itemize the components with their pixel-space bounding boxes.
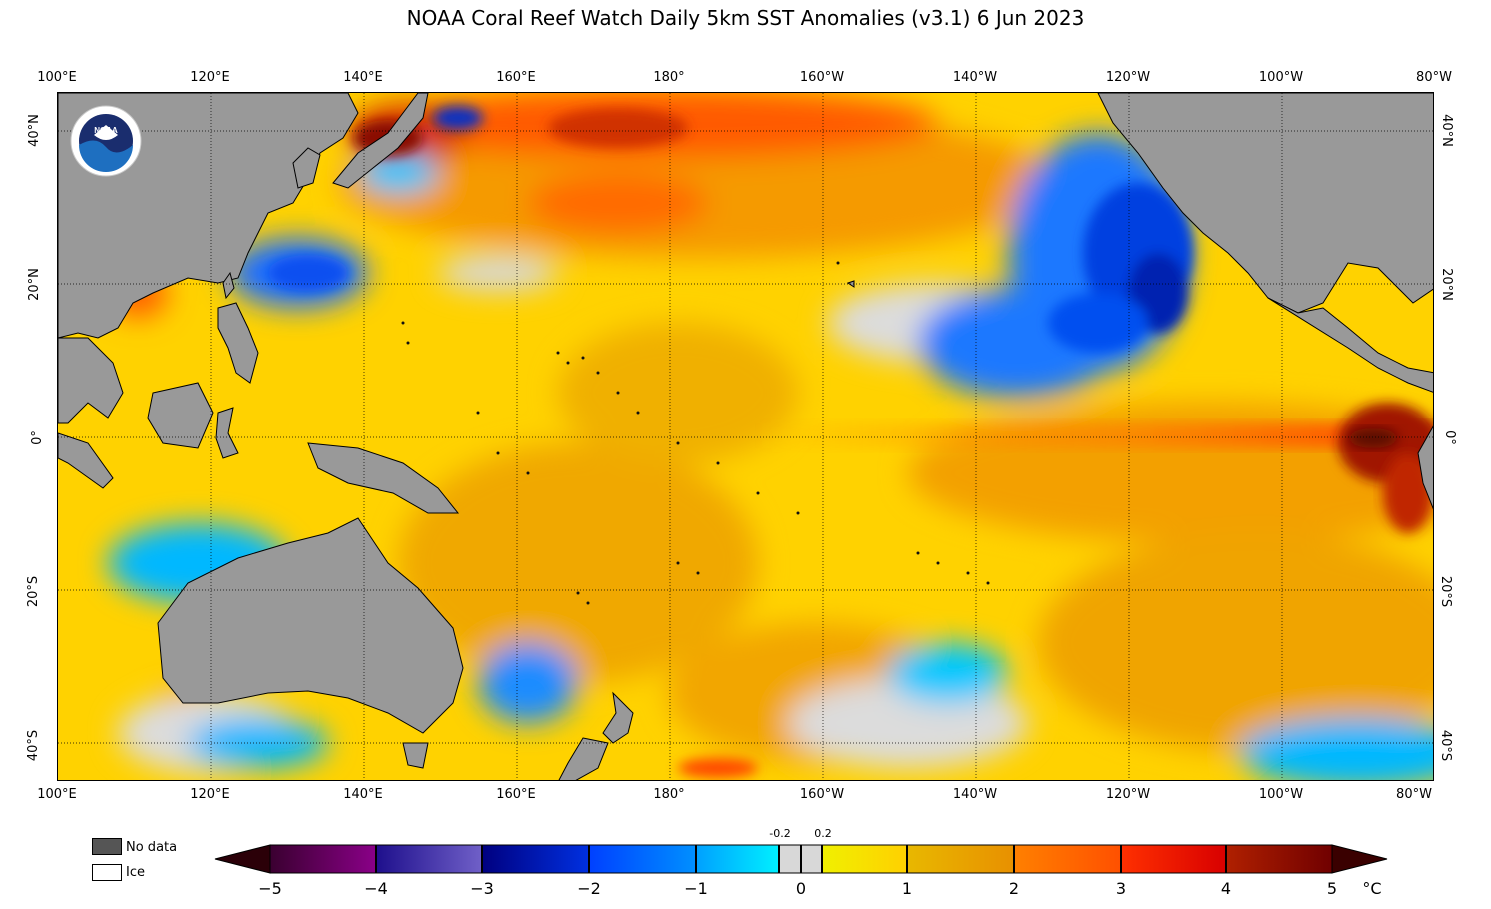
lon-label-top: 80°W	[1416, 70, 1452, 85]
lon-label-bottom: 160°W	[799, 787, 845, 802]
colorbar-segment	[376, 845, 482, 873]
philippines	[217, 302, 259, 384]
lat-label-left: 40°N	[26, 114, 42, 147]
colorbar-segment	[696, 845, 779, 873]
colorbar-segment	[1226, 845, 1332, 873]
tasmania	[402, 742, 429, 769]
lon-label-bottom: 120°W	[1105, 787, 1151, 802]
central-america	[1267, 297, 1433, 393]
lon-label-top: 100°W	[1258, 70, 1304, 85]
colorbar-small-tick: 0.2	[814, 827, 832, 840]
graticule	[58, 93, 1433, 780]
colorbar	[214, 844, 1388, 874]
japan	[332, 93, 429, 189]
map-title: NOAA Coral Reef Watch Daily 5km SST Anom…	[406, 6, 1085, 30]
colorbar-segment	[1014, 845, 1121, 873]
noaa-logo-text: NOAA	[94, 126, 118, 135]
colorbar-segment	[270, 845, 376, 873]
equatorial-warm-band	[758, 423, 1433, 448]
colorbar-tick: 3	[1115, 879, 1127, 898]
colorbar-tick: 2	[1008, 879, 1020, 898]
lon-label-top: 160°W	[799, 70, 845, 85]
south-america	[1417, 425, 1433, 510]
colorbar-unit: °C	[1362, 879, 1382, 898]
lon-label-top: 160°E	[496, 70, 536, 85]
lat-label-right: 0°	[1441, 430, 1457, 445]
lat-label-right: 40°N	[1438, 114, 1454, 147]
colorbar-tick: −4	[364, 879, 388, 898]
colorbar-tick: −3	[470, 879, 494, 898]
colorbar-tick: 0	[795, 879, 807, 898]
colorbar-tick: 1	[901, 879, 913, 898]
colorbar-dividers	[375, 845, 1227, 873]
sulawesi	[215, 407, 239, 459]
korea	[292, 147, 321, 189]
indochina	[58, 337, 124, 424]
lon-label-top: 120°W	[1105, 70, 1151, 85]
pacific-islands	[401, 261, 990, 605]
new-guinea	[307, 442, 460, 514]
anomaly-detail	[268, 106, 1193, 778]
no-data-swatch	[92, 838, 122, 855]
lat-label-left: 20°S	[26, 575, 42, 608]
noaa-logo: NOAA	[70, 105, 142, 177]
no-data-label: No data	[126, 840, 178, 855]
colorbar-segment	[907, 845, 1014, 873]
ice-label: Ice	[126, 865, 145, 880]
lon-label-bottom: 80°W	[1396, 787, 1432, 802]
lon-label-bottom: 100°E	[37, 787, 77, 802]
lon-label-top: 140°E	[343, 70, 383, 85]
land	[58, 93, 1433, 780]
colorbar-tick: −1	[684, 879, 708, 898]
lon-label-top: 140°W	[952, 70, 998, 85]
colorbar-segment	[482, 845, 589, 873]
el-nino-core	[1348, 428, 1398, 448]
sst-anomaly-map: NOAA	[57, 92, 1434, 781]
colorbar-tick: −2	[577, 879, 601, 898]
lat-label-left: 20°N	[26, 268, 42, 301]
sumatra	[58, 432, 114, 489]
colorbar-tick: 4	[1220, 879, 1232, 898]
colorbar-extend-high	[1331, 844, 1388, 874]
lon-label-bottom: 160°E	[496, 787, 536, 802]
colorbar-small-tick: -0.2	[769, 827, 791, 840]
ice-swatch	[92, 864, 122, 881]
colorbar-tick: 5	[1326, 879, 1338, 898]
australia	[157, 517, 464, 734]
lon-label-bottom: 100°W	[1258, 787, 1304, 802]
lon-label-top: 180°	[653, 70, 685, 85]
colorbar-segment	[589, 845, 696, 873]
lat-label-right: 40°S	[1438, 729, 1454, 762]
colorbar-tick: −5	[258, 879, 282, 898]
lat-label-right: 20°N	[1438, 268, 1454, 301]
lon-label-top: 120°E	[190, 70, 230, 85]
colorbar-segment	[1121, 845, 1226, 873]
lon-label-bottom: 120°E	[190, 787, 230, 802]
colorbar-extend-low	[214, 844, 271, 874]
lon-label-bottom: 140°W	[952, 787, 998, 802]
borneo	[147, 382, 214, 449]
lon-label-bottom: 140°E	[343, 787, 383, 802]
lat-label-left: 0°	[29, 430, 45, 445]
lon-label-bottom: 180°	[653, 787, 685, 802]
lon-label-top: 100°E	[37, 70, 77, 85]
colorbar-segment	[822, 845, 907, 873]
lat-label-left: 40°S	[26, 729, 42, 762]
taiwan	[222, 271, 235, 300]
lat-label-right: 20°S	[1438, 575, 1454, 608]
